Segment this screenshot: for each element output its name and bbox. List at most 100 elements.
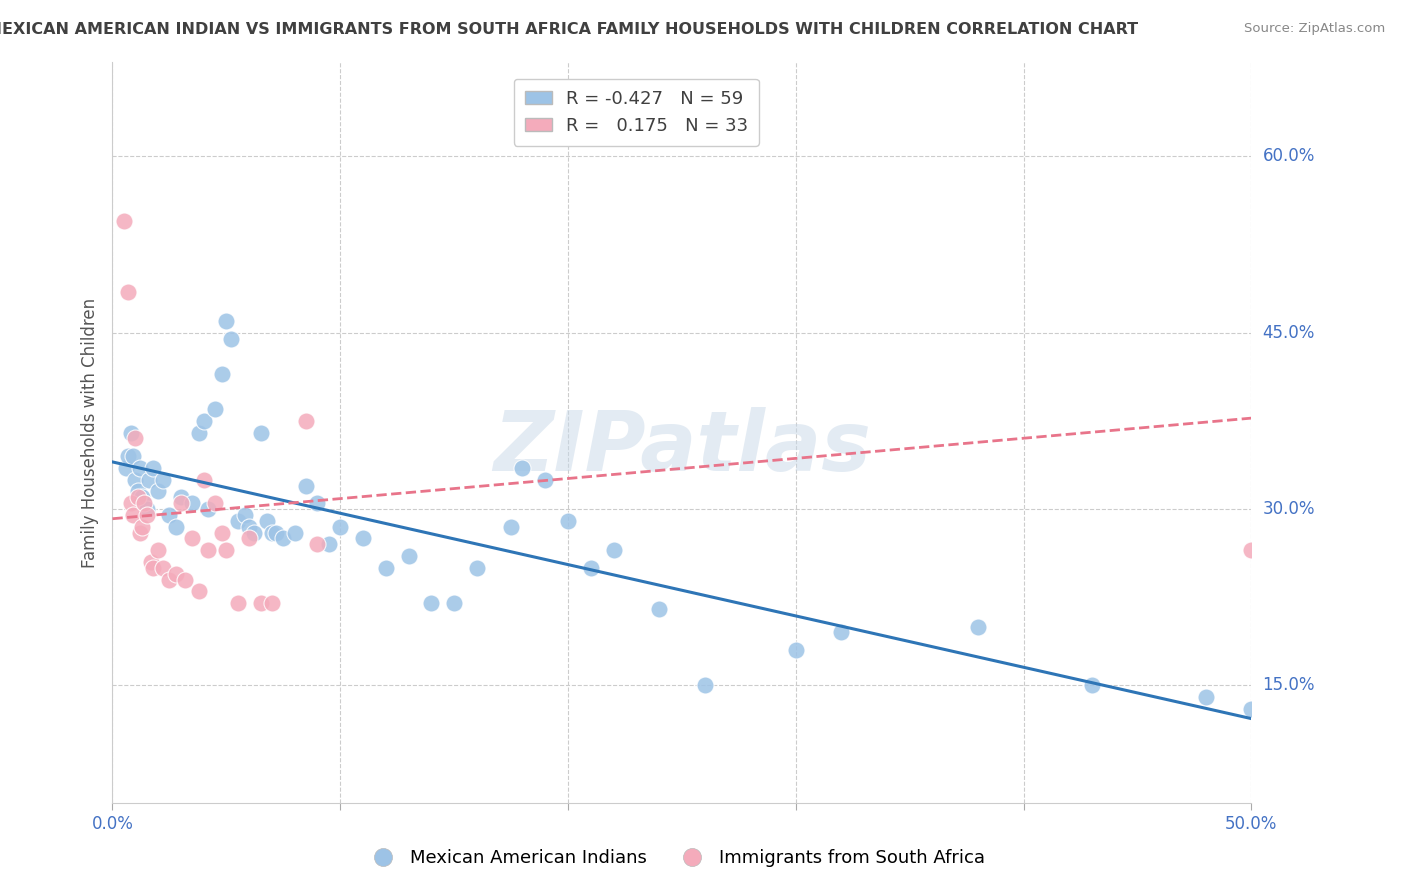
Point	[1081, 678, 1104, 692]
Point	[181, 532, 204, 546]
Point	[127, 490, 149, 504]
Point	[602, 543, 624, 558]
Point	[142, 561, 165, 575]
Point	[120, 496, 142, 510]
Point	[693, 678, 716, 692]
Point	[307, 496, 329, 510]
Point	[830, 625, 852, 640]
Point	[1240, 543, 1263, 558]
Point	[197, 543, 219, 558]
Point	[648, 602, 671, 616]
Text: ZIPatlas: ZIPatlas	[494, 407, 870, 488]
Point	[374, 561, 396, 575]
Point	[352, 532, 374, 546]
Point	[128, 461, 150, 475]
Point	[134, 496, 156, 510]
Point	[420, 596, 443, 610]
Point	[226, 596, 249, 610]
Point	[170, 496, 193, 510]
Point	[443, 596, 465, 610]
Point	[233, 508, 256, 522]
Point	[122, 449, 145, 463]
Point	[188, 425, 211, 440]
Point	[115, 461, 138, 475]
Text: Source: ZipAtlas.com: Source: ZipAtlas.com	[1244, 22, 1385, 36]
Point	[295, 414, 318, 428]
Point	[242, 525, 264, 540]
Point	[579, 561, 602, 575]
Text: 15.0%: 15.0%	[1263, 676, 1315, 694]
Point	[465, 561, 488, 575]
Point	[1195, 690, 1218, 704]
Point	[238, 532, 260, 546]
Point	[266, 525, 288, 540]
Point	[152, 473, 174, 487]
Point	[249, 596, 271, 610]
Point	[112, 214, 135, 228]
Point	[122, 508, 145, 522]
Point	[295, 478, 318, 492]
Point	[193, 414, 215, 428]
Point	[211, 367, 233, 381]
Point	[197, 502, 219, 516]
Point	[165, 519, 187, 533]
Point	[131, 519, 153, 533]
Point	[152, 561, 174, 575]
Point	[159, 508, 180, 522]
Point	[117, 449, 139, 463]
Point	[215, 314, 238, 328]
Y-axis label: Family Households with Children: Family Households with Children	[80, 298, 98, 567]
Point	[138, 473, 160, 487]
Point	[204, 496, 226, 510]
Point	[238, 519, 260, 533]
Point	[188, 584, 211, 599]
Point	[127, 484, 149, 499]
Point	[226, 514, 249, 528]
Point	[146, 484, 169, 499]
Point	[135, 508, 157, 522]
Point	[740, 114, 762, 128]
Point	[181, 496, 204, 510]
Point	[141, 555, 163, 569]
Point	[193, 473, 215, 487]
Point	[1240, 702, 1263, 716]
Point	[534, 473, 557, 487]
Text: 30.0%: 30.0%	[1263, 500, 1315, 518]
Point	[165, 566, 187, 581]
Point	[329, 519, 352, 533]
Point	[398, 549, 420, 563]
Text: 60.0%: 60.0%	[1263, 147, 1315, 165]
Point	[256, 514, 278, 528]
Point	[170, 490, 193, 504]
Point	[174, 573, 197, 587]
Point	[124, 473, 146, 487]
Point	[501, 519, 523, 533]
Point	[142, 461, 165, 475]
Point	[249, 425, 271, 440]
Point	[260, 596, 283, 610]
Point	[204, 402, 226, 417]
Point	[271, 532, 295, 546]
Point	[134, 496, 156, 510]
Point	[284, 525, 307, 540]
Point	[318, 537, 340, 551]
Text: MEXICAN AMERICAN INDIAN VS IMMIGRANTS FROM SOUTH AFRICA FAMILY HOUSEHOLDS WITH C: MEXICAN AMERICAN INDIAN VS IMMIGRANTS FR…	[0, 22, 1139, 37]
Legend: R = -0.427   N = 59, R =   0.175   N = 33: R = -0.427 N = 59, R = 0.175 N = 33	[513, 78, 759, 145]
Point	[219, 332, 242, 346]
Point	[215, 543, 238, 558]
Point	[512, 461, 534, 475]
Legend: Mexican American Indians, Immigrants from South Africa: Mexican American Indians, Immigrants fro…	[357, 842, 993, 874]
Point	[124, 432, 146, 446]
Point	[135, 502, 157, 516]
Point	[785, 643, 807, 657]
Point	[307, 537, 329, 551]
Point	[967, 619, 990, 633]
Text: 45.0%: 45.0%	[1263, 324, 1315, 342]
Point	[120, 425, 142, 440]
Point	[211, 525, 233, 540]
Point	[128, 525, 150, 540]
Point	[159, 573, 180, 587]
Point	[260, 525, 283, 540]
Point	[557, 514, 579, 528]
Point	[117, 285, 139, 299]
